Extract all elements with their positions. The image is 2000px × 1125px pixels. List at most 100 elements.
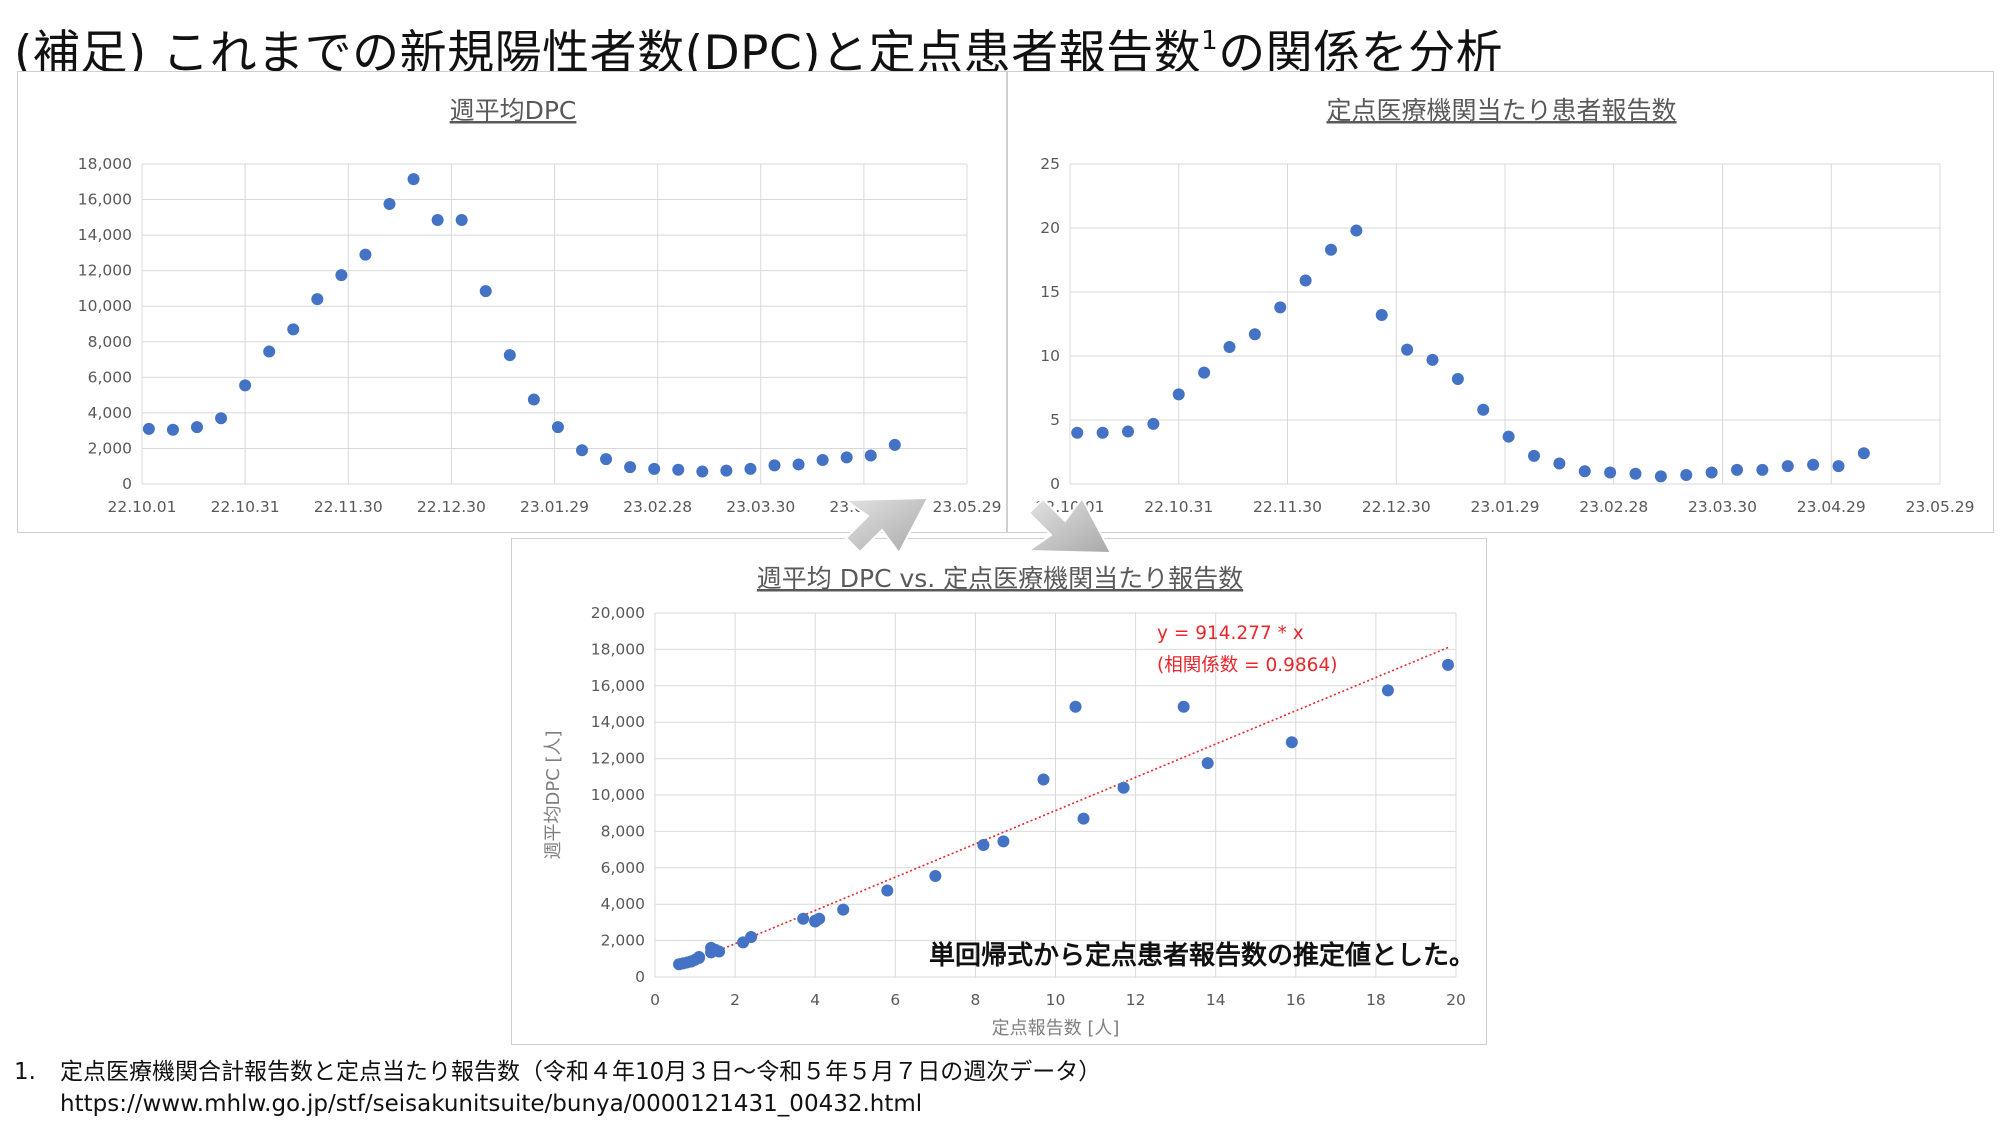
chart-report-ytick-label: 20 [1040, 219, 1060, 237]
chart-dpc-xtick-label: 22.11.30 [314, 498, 383, 516]
chart-report-ytick-label: 0 [1050, 475, 1060, 493]
chart-dpc-point [239, 379, 252, 392]
chart-scatter-xtick-label: 4 [810, 991, 820, 1009]
chart-scatter-ytick-label: 12,000 [591, 750, 645, 768]
chart-dpc-point [455, 214, 468, 226]
chart-dpc-point [744, 462, 757, 475]
chart-report-point [1274, 301, 1287, 314]
chart-report-xtick-label: 22.10.01 [1035, 498, 1104, 516]
chart-report-point [1807, 458, 1820, 471]
chart-dpc-point [672, 463, 685, 476]
footnote-url[interactable]: https://www.mhlw.go.jp/stf/seisakunitsui… [60, 1091, 923, 1117]
chart-scatter-xtick-label: 10 [1046, 991, 1066, 1009]
chart-scatter-xtick-label: 0 [650, 991, 660, 1009]
footnote-number: 1. [14, 1059, 36, 1085]
chart-scatter-point [1117, 781, 1130, 794]
chart-scatter-ytick-label: 14,000 [591, 713, 645, 731]
chart-report-point [1756, 463, 1769, 476]
chart-report-ytick-label: 15 [1040, 283, 1060, 301]
chart-dpc-point [551, 421, 564, 434]
chart-scatter-point [1381, 684, 1394, 697]
chart-dpc-ytick-label: 10,000 [78, 297, 132, 315]
chart-report-point [1325, 243, 1337, 256]
chart-dpc-point [431, 214, 444, 226]
chart-report-point [1857, 447, 1870, 460]
chart-report-point [1223, 341, 1236, 354]
chart-report-point [1426, 353, 1439, 366]
chart-report-xtick-label: 23.04.29 [1797, 498, 1866, 516]
chart-dpc-ytick-label: 14,000 [78, 226, 132, 244]
chart-scatter-ytick-label: 18,000 [591, 640, 645, 658]
chart-scatter-ytick-label: 4,000 [601, 895, 645, 913]
chart-report-ytick-label: 25 [1040, 155, 1060, 173]
chart-report-point [1172, 388, 1185, 401]
chart-report-point [1654, 470, 1667, 483]
chart-scatter-point [745, 930, 758, 943]
chart-report-point [1071, 426, 1084, 439]
regression-note: 単回帰式から定点患者報告数の推定値とした。 [929, 941, 1476, 971]
chart-scatter-trendline [722, 646, 1449, 950]
chart-scatter-ytick-label: 6,000 [601, 859, 645, 877]
chart-scatter-xtick-label: 18 [1366, 991, 1386, 1009]
chart-report-title: 定点医療機関当たり患者報告数 [1326, 96, 1676, 125]
chart-report-point [1553, 457, 1566, 470]
chart-report-xtick-label: 23.03.30 [1688, 498, 1757, 516]
chart-report-point [1248, 328, 1261, 341]
chart-weekly-dpc-svg: 週平均DPC 0 2,000 4,000 6,000 8,000 10,000 12,000 1… [78, 96, 1002, 516]
chart-dpc-point [624, 461, 637, 474]
chart-scatter-xlabel: 定点報告数 [人] [992, 1018, 1120, 1039]
chart-dpc-point [215, 412, 228, 425]
chart-dpc-point [359, 248, 372, 261]
slide-title-footnote-ref: 1 [1201, 26, 1219, 56]
chart-report-point [1578, 465, 1591, 478]
footnote-text: 定点医療機関合計報告数と定点当たり報告数（令和４年10月３日〜令和５年５月７日の… [60, 1059, 1102, 1085]
chart-report-point [1731, 463, 1743, 476]
chart-scatter-xtick-label: 14 [1206, 991, 1226, 1009]
chart-scatter-point [1177, 700, 1190, 713]
chart-report-point [1375, 309, 1388, 322]
chart-report-point [1147, 417, 1160, 430]
chart-dpc-ytick-label: 6,000 [88, 368, 132, 386]
chart-sentinel-reports-svg: 定点医療機関当たり患者報告数 0 5 10 15 20 25 22.10.01 22.10.31… [1035, 96, 1974, 516]
chart-dpc-ytick-label: 4,000 [88, 404, 132, 422]
chart-dpc-point [503, 349, 516, 362]
chart-dpc-point [840, 451, 853, 464]
chart-report-point [1680, 469, 1693, 482]
chart-scatter-ytick-label: 10,000 [591, 786, 645, 804]
chart-dpc-point [720, 464, 733, 477]
chart-dpc-title: 週平均DPC [450, 96, 577, 125]
chart-report-point [1350, 224, 1363, 237]
chart-scatter-ytick-label: 20,000 [591, 604, 645, 622]
chart-scatter-ytick-label: 16,000 [591, 677, 645, 695]
chart-dpc-xtick-label: 23.01.29 [520, 498, 589, 516]
chart-report-ytick-label: 10 [1040, 347, 1060, 365]
chart-report-ytick-label: 5 [1050, 411, 1060, 429]
chart-report-point [1781, 460, 1794, 473]
chart-dpc-point [648, 462, 661, 475]
chart-dpc-xtick-label: 23.05.29 [932, 498, 1001, 516]
chart-scatter-point [881, 884, 894, 897]
chart-dpc-point [527, 393, 540, 406]
chart-scatter-point [1201, 757, 1214, 770]
chart-report-point [1502, 430, 1515, 443]
chart-dpc-xtick-label: 22.10.31 [211, 498, 280, 516]
chart-report-xtick-label: 22.10.31 [1144, 498, 1213, 516]
chart-scatter-xtick-label: 16 [1286, 991, 1306, 1009]
chart-scatter-ytick-label: 2,000 [601, 932, 645, 950]
chart-dpc-point [335, 269, 348, 282]
chart-scatter-point [1441, 658, 1454, 671]
chart-scatter-point [693, 950, 706, 963]
chart-report-xtick-label: 23.02.28 [1579, 498, 1648, 516]
chart-report-point [1122, 425, 1134, 438]
chart-report-xtick-label: 23.05.29 [1905, 498, 1974, 516]
chart-dpc-point [407, 173, 420, 186]
chart-report-point [1299, 274, 1312, 287]
chart-dpc-point [479, 285, 492, 298]
chart-dpc-ytick-label: 12,000 [78, 262, 132, 280]
chart-dpc-ytick-label: 2,000 [88, 439, 132, 457]
chart-dpc-point [383, 198, 396, 210]
chart-dpc-point [263, 345, 276, 358]
chart-scatter-point [977, 839, 990, 852]
chart-report-point [1629, 467, 1642, 480]
chart-report-xtick-label: 23.01.29 [1470, 498, 1539, 516]
